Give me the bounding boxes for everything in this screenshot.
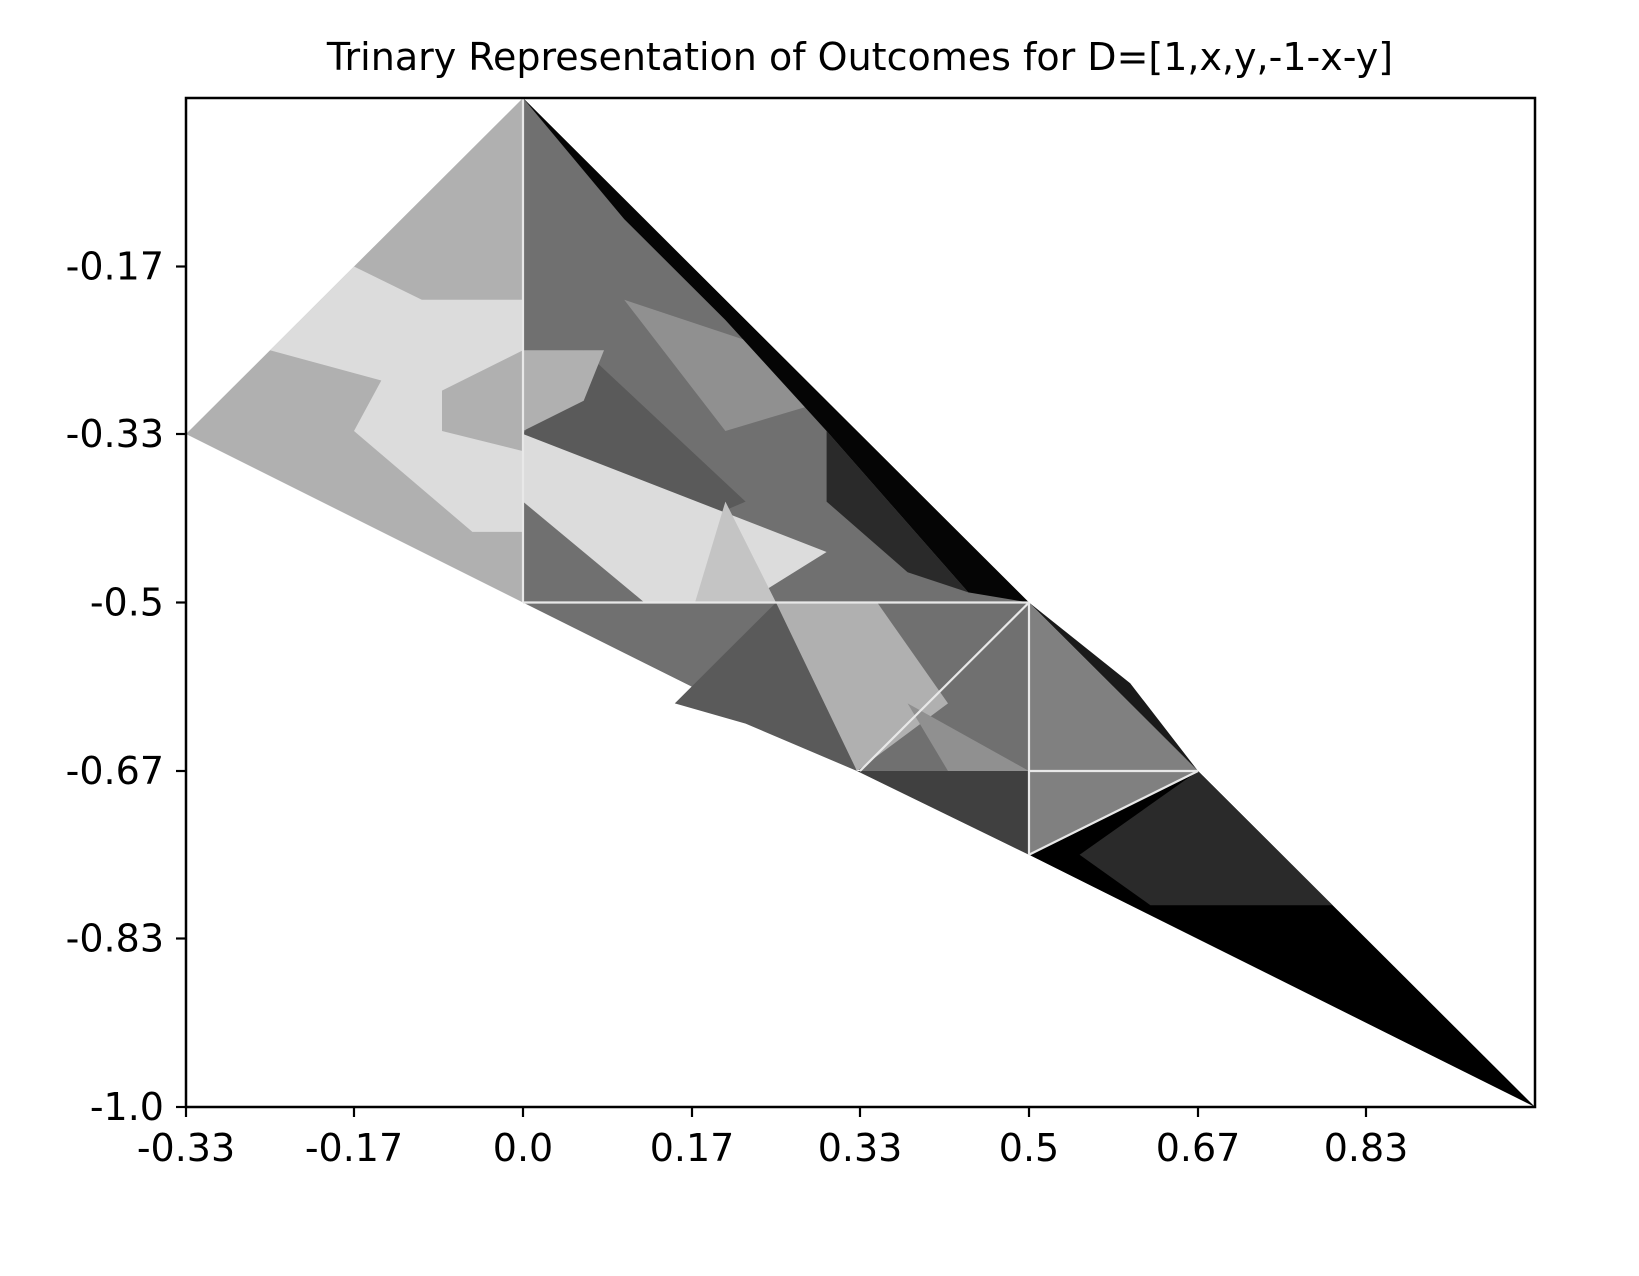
- y-tick-label: -0.67: [66, 749, 164, 793]
- y-tick-label: -0.83: [66, 916, 164, 960]
- region-left-light-band: [270, 266, 523, 532]
- y-tick-label: -0.5: [90, 581, 164, 625]
- region-far-right-black: [1029, 771, 1535, 1107]
- separators-layer: [521, 98, 1199, 856]
- region-lower-mid-light: [907, 703, 1029, 771]
- x-axis: -0.33 -0.17 0.0 0.17 0.33 0.5 0.67 0.83: [137, 1107, 1408, 1170]
- x-tick-label: 0.67: [1156, 1126, 1241, 1170]
- region-bottom-right-dark: [1029, 602, 1198, 771]
- region-lower-light-band: [776, 602, 948, 771]
- region-far-right-dark: [1079, 771, 1333, 906]
- regions-layer: [186, 98, 1535, 1107]
- region-center-light-right: [695, 501, 776, 603]
- region-lower-dark-right: [857, 771, 1029, 855]
- chart-title: Trinary Representation of Outcomes for D…: [326, 35, 1393, 79]
- y-tick-label: -0.33: [66, 412, 164, 456]
- x-tick-label: 0.5: [999, 1126, 1059, 1170]
- region-upper-light-shard: [523, 350, 604, 431]
- x-tick-label: 0.33: [818, 1126, 903, 1170]
- x-tick-label: 0.83: [1324, 1126, 1409, 1170]
- separator-line-2: [859, 601, 1030, 772]
- x-tick-label: 0.17: [650, 1126, 735, 1170]
- y-axis: -0.17 -0.33 -0.5 -0.67 -0.83 -1.0: [66, 245, 186, 1129]
- y-tick-label: -0.17: [66, 245, 164, 289]
- region-lower-dark-wedge: [674, 602, 857, 771]
- x-tick-label: -0.17: [305, 1126, 403, 1170]
- y-tick-label: -1.0: [90, 1085, 164, 1129]
- x-tick-label: 0.0: [493, 1126, 553, 1170]
- region-right-black-edge: [523, 98, 1029, 603]
- x-tick-label: -0.33: [137, 1126, 235, 1170]
- separator-line-5: [1028, 770, 1199, 856]
- region-right-dark-cluster: [826, 431, 969, 593]
- region-upper-mid-gray: [624, 299, 827, 431]
